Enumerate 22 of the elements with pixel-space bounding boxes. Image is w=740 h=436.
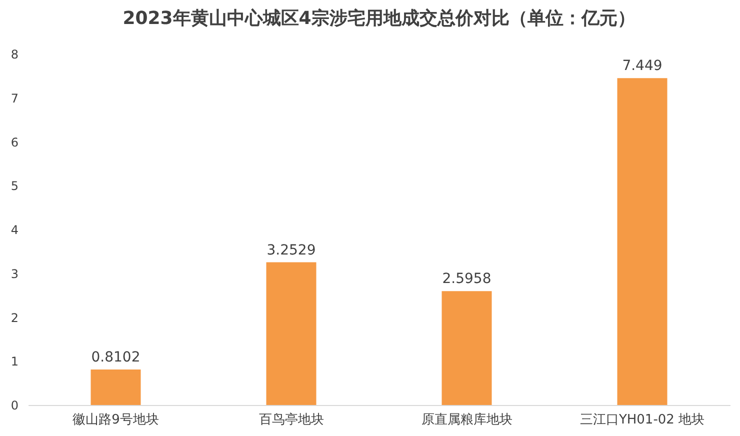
- y-tick-label: 5: [10, 179, 18, 194]
- bar: [617, 78, 668, 405]
- data-label: 0.8102: [91, 349, 140, 366]
- data-label: 7.449: [622, 58, 662, 74]
- bar: [90, 369, 141, 405]
- y-tick-label: 0: [10, 398, 18, 412]
- y-tick-label: 7: [10, 91, 18, 106]
- bar: [442, 291, 492, 405]
- x-tick-label: 百鸟亭地块: [258, 412, 324, 428]
- data-label: 3.2529: [266, 242, 316, 258]
- y-tick-label: 2: [10, 310, 18, 325]
- y-tick-label: 4: [10, 223, 18, 237]
- x-tick-label: 三江口YH01-02 地块: [580, 412, 705, 428]
- data-label: 2.5958: [442, 271, 492, 288]
- y-tick-label: 6: [10, 135, 18, 150]
- x-tick-label: 徽山路9号地块: [72, 412, 159, 428]
- y-tick-label: 3: [10, 266, 18, 281]
- bar: [266, 262, 316, 405]
- chart-title: 2023年黄山中心城区4宗涉宅用地成交总价对比（单位：亿元）: [122, 8, 636, 29]
- x-tick-label: 原直属粮库地块: [421, 412, 512, 428]
- y-tick-label: 8: [10, 48, 18, 62]
- y-tick-label: 1: [10, 354, 18, 369]
